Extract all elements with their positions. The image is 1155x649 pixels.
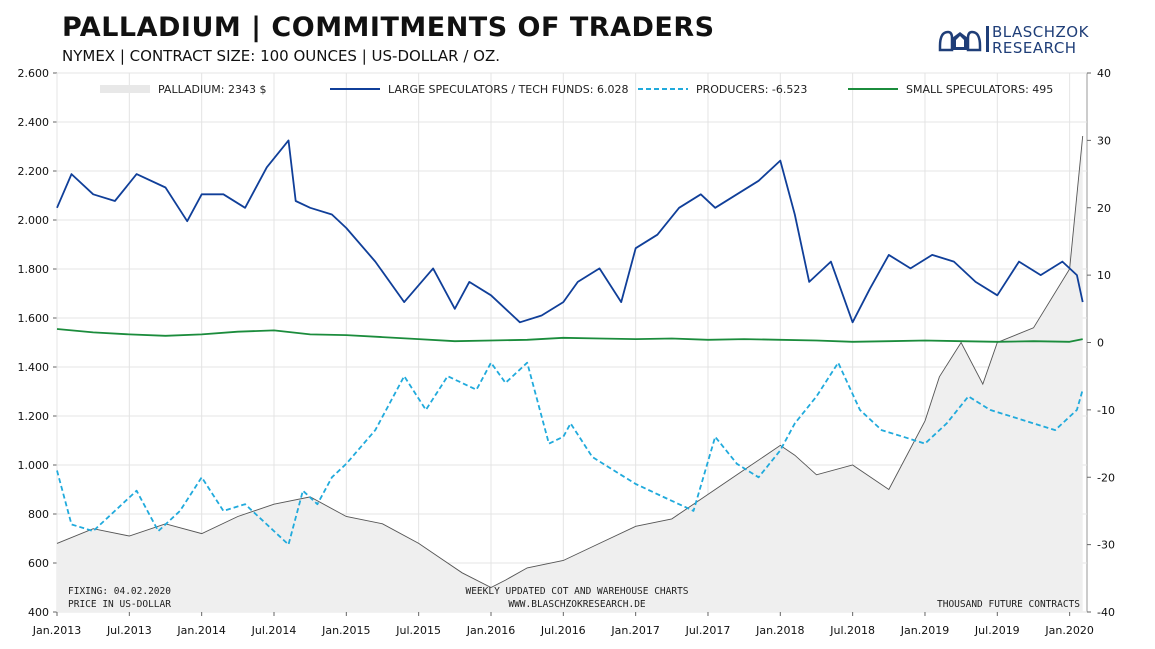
y-left-tick-label: 1.600 (18, 312, 50, 325)
legend-label-producers: PRODUCERS: -6.523 (696, 83, 807, 96)
x-tick-label: Jan.2013 (32, 624, 81, 637)
logo-line-2: RESEARCH (992, 39, 1077, 57)
x-tick-label: Jan.2020 (1044, 624, 1093, 637)
x-tick-label: Jan.2019 (900, 624, 949, 637)
chart-subtitle: NYMEX | CONTRACT SIZE: 100 OUNCES | US-D… (62, 47, 500, 65)
website-note-1: WEEKLY UPDATED COT AND WAREHOUSE CHARTS (465, 586, 688, 597)
y-left-tick-label: 2.400 (18, 116, 50, 129)
brand-logo: BLASCHZOK RESEARCH (938, 22, 1088, 58)
x-tick-label: Jul.2013 (106, 624, 152, 637)
logo-line-1: BLASCHZOK (992, 23, 1089, 41)
x-tick-label: Jan.2016 (466, 624, 515, 637)
x-tick-label: Jul.2015 (395, 624, 441, 637)
logo-icon (938, 30, 982, 52)
legend-swatch-palladium (100, 85, 150, 93)
y-right-tick-label: -40 (1097, 606, 1115, 619)
y-right-tick-label: 20 (1097, 202, 1111, 215)
y-left-tick-label: 2.200 (18, 165, 50, 178)
y-right-tick-label: 0 (1097, 337, 1104, 350)
x-tick-label: Jul.2014 (251, 624, 297, 637)
legend-label-small-speculators: SMALL SPECULATORS: 495 (906, 83, 1053, 96)
small-speculators-line (56, 328, 1083, 343)
y-left-tick-label: 2.600 (18, 67, 50, 80)
y-left-tick-label: 1.000 (18, 459, 50, 472)
x-tick-label: Jan.2018 (755, 624, 804, 637)
y-left-tick-label: 600 (28, 557, 49, 570)
y-right-tick-label: 30 (1097, 134, 1111, 147)
palladium-price-area (57, 136, 1083, 612)
right-axis-unit-note: THOUSAND FUTURE CONTRACTS (937, 599, 1080, 610)
y-right-tick-label: -20 (1097, 471, 1115, 484)
website-note-2: WWW.BLASCHZOKRESEARCH.DE (508, 599, 646, 610)
chart-title: PALLADIUM | COMMITMENTS OF TRADERS (62, 12, 715, 43)
y-left-tick-label: 2.000 (18, 214, 50, 227)
y-left-tick-label: 1.400 (18, 361, 50, 374)
x-tick-label: Jul.2019 (974, 624, 1020, 637)
x-tick-label: Jul.2016 (540, 624, 586, 637)
x-tick-label: Jul.2017 (685, 624, 731, 637)
y-right-tick-label: 40 (1097, 67, 1111, 80)
logo-divider (986, 26, 989, 52)
y-left-tick-label: 400 (28, 606, 49, 619)
y-left-tick-label: 1.200 (18, 410, 50, 423)
y-right-tick-label: 10 (1097, 269, 1111, 282)
palladium-price-line (56, 135, 1084, 589)
large-speculators-line (56, 139, 1084, 324)
producers-line (56, 361, 1084, 546)
y-right-tick-label: -30 (1097, 539, 1115, 552)
x-tick-label: Jul.2018 (829, 624, 875, 637)
x-tick-label: Jan.2014 (176, 624, 225, 637)
y-left-tick-label: 800 (28, 508, 49, 521)
x-tick-label: Jan.2015 (321, 624, 370, 637)
legend-label-palladium: PALLADIUM: 2343 $ (158, 83, 266, 96)
legend-label-large-speculators: LARGE SPECULATORS / TECH FUNDS: 6.028 (388, 83, 628, 96)
y-left-tick-label: 1.800 (18, 263, 50, 276)
y-right-tick-label: -10 (1097, 404, 1115, 417)
price-unit-note: PRICE IN US-DOLLAR (68, 599, 171, 610)
x-tick-label: Jan.2017 (610, 624, 659, 637)
fixing-note: FIXING: 04.02.2020 (68, 586, 171, 597)
